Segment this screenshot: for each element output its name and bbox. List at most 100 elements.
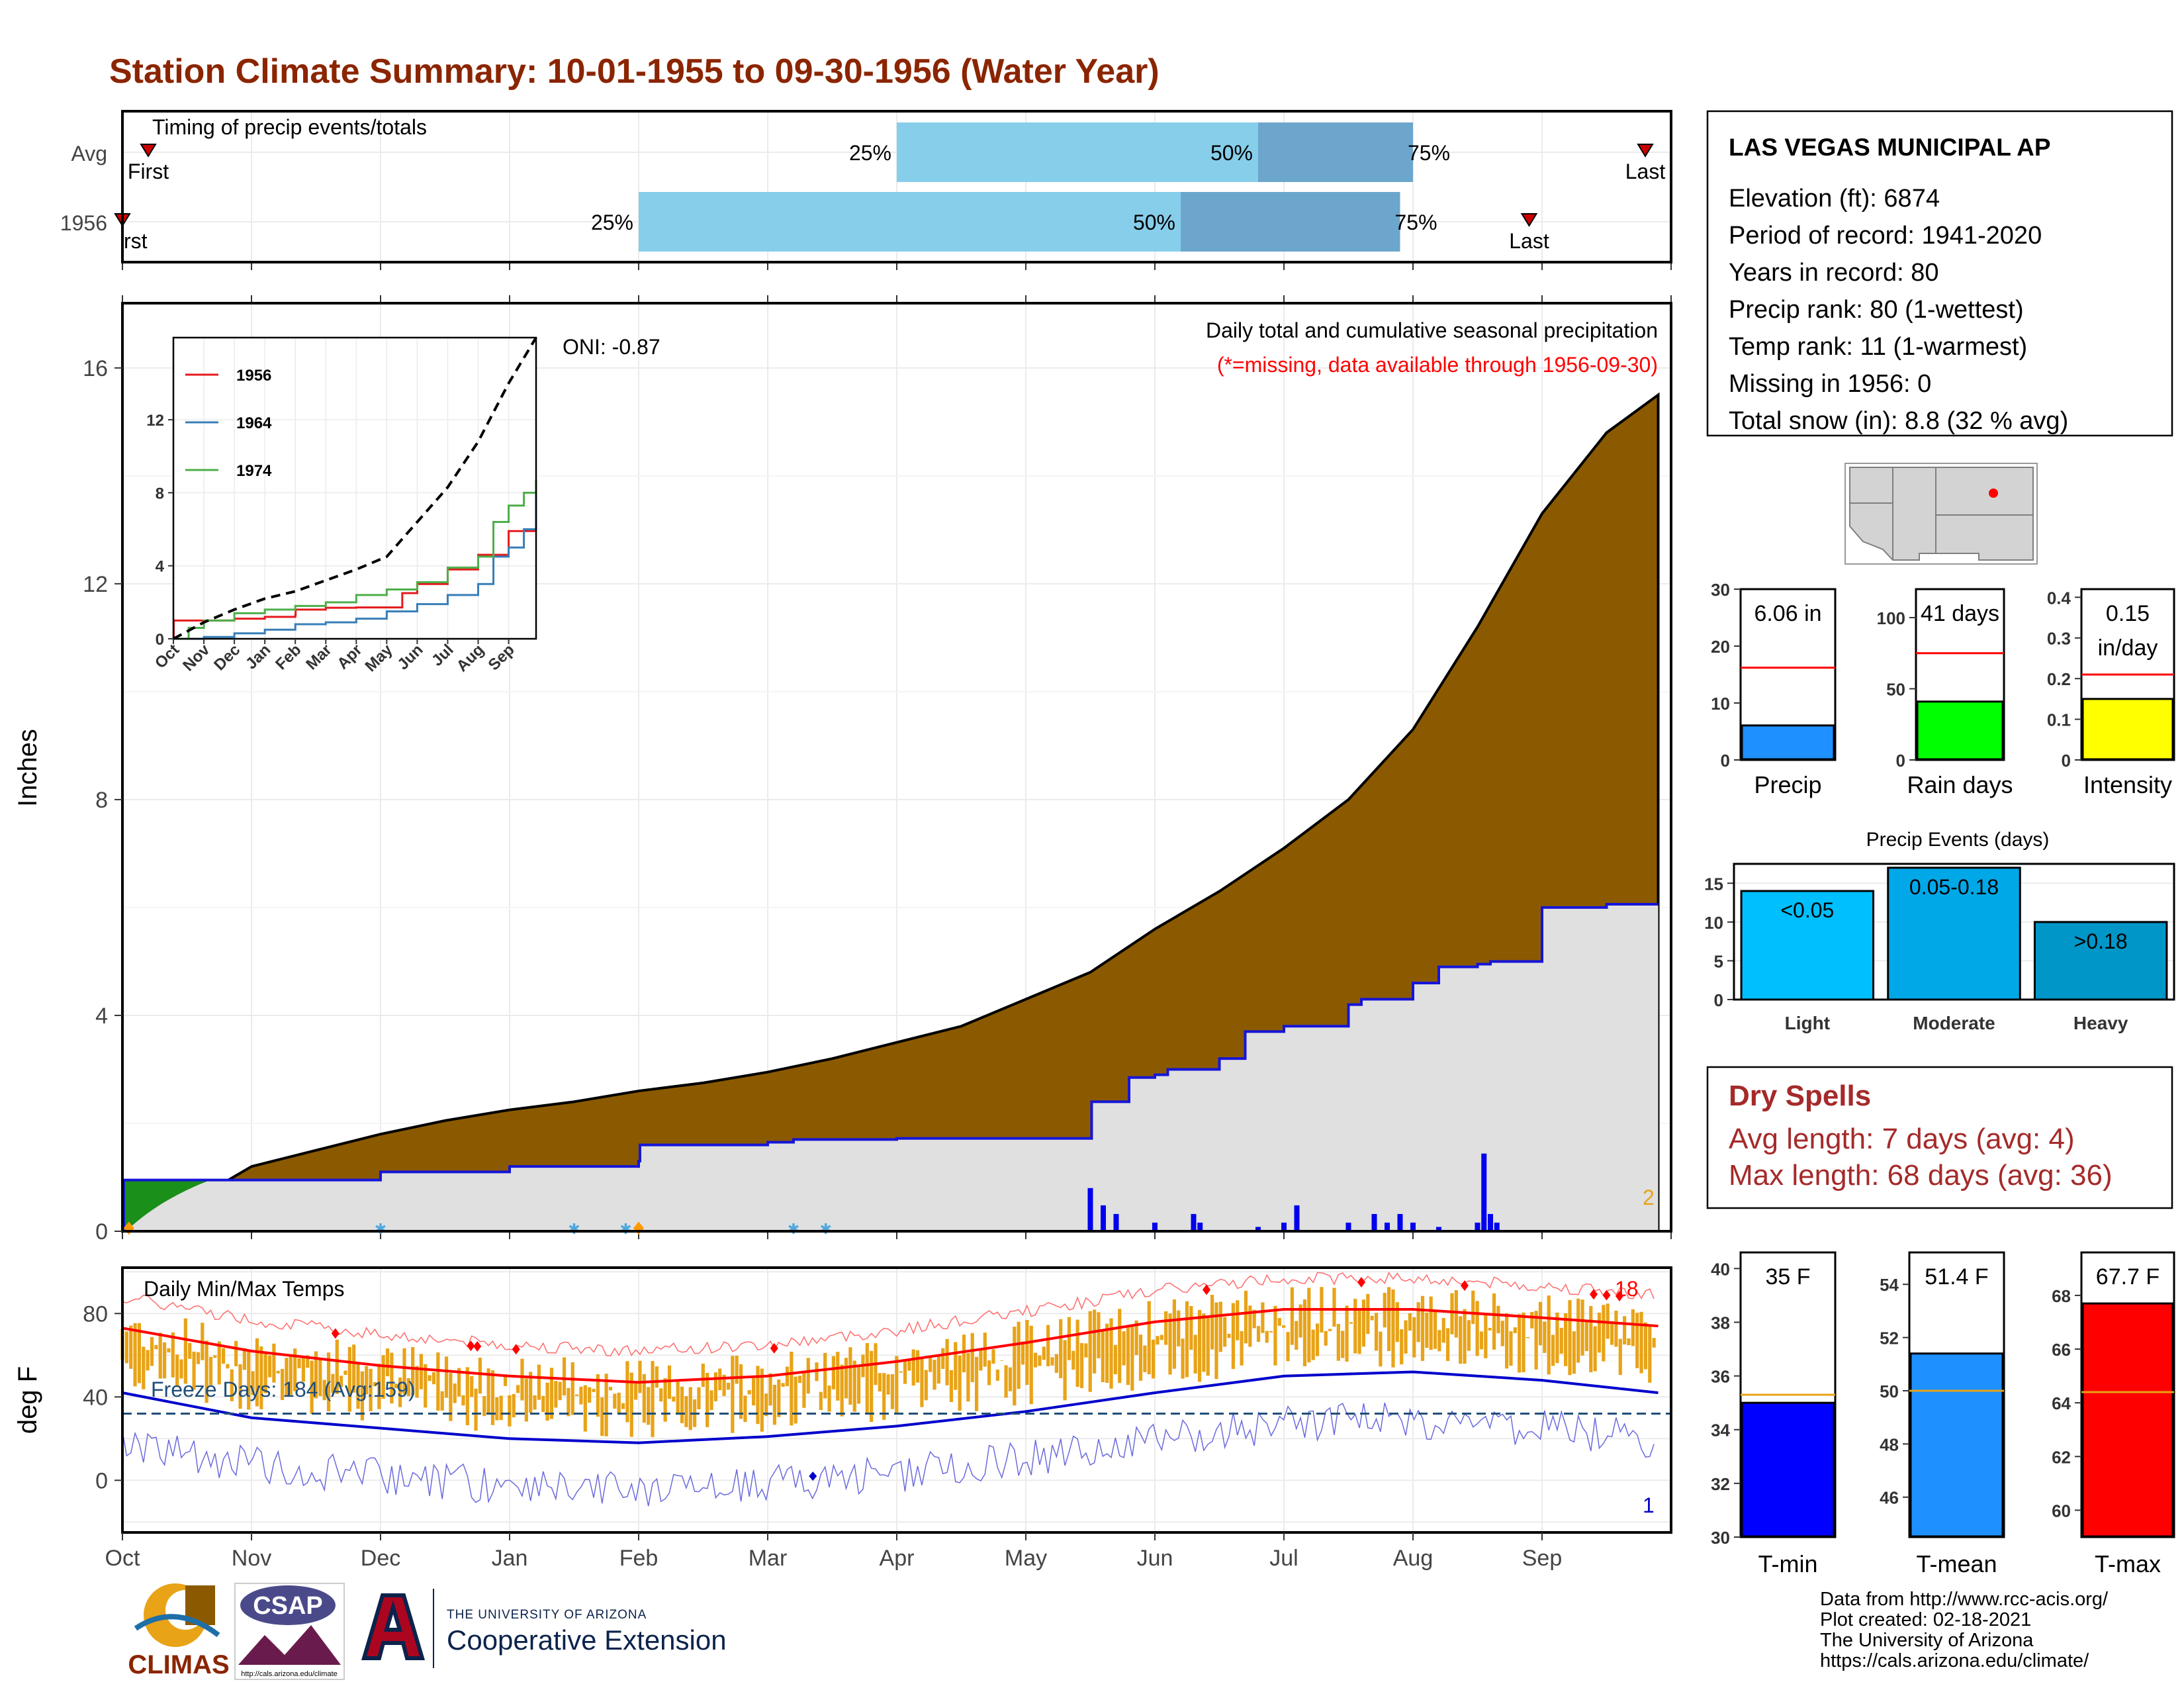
inset-series-average xyxy=(173,336,537,640)
daily-temp-bar xyxy=(1109,1318,1113,1389)
daily-temp-bar xyxy=(785,1366,790,1387)
daily-temp-bar xyxy=(1412,1317,1416,1358)
daily-precip-bar xyxy=(1385,1222,1390,1231)
daily-temp-bar xyxy=(432,1372,436,1385)
daily-temp-bar xyxy=(1530,1311,1534,1329)
daily-precip-bar xyxy=(1481,1153,1487,1231)
daily-temp-bar xyxy=(1038,1355,1042,1366)
daily-temp-bar xyxy=(907,1360,911,1371)
precip-ytick-label: 0 xyxy=(95,1219,108,1244)
footer-line: The University of Arizona xyxy=(1820,1630,2034,1651)
events-plot-border xyxy=(1733,863,2175,1001)
daily-temp-bar xyxy=(1509,1331,1513,1366)
daily-temp-bar xyxy=(1084,1343,1088,1358)
summary-ytick-label: 0 xyxy=(1896,751,1905,771)
temp-chart-title: Daily Min/Max Temps xyxy=(144,1277,344,1301)
page-title: Station Climate Summary: 10-01-1955 to 0… xyxy=(109,52,1160,91)
csap-logo-url: http://cals.arizona.edu/climate xyxy=(241,1670,338,1678)
daily-temp-bar xyxy=(1459,1316,1463,1364)
daily-temp-bar xyxy=(545,1382,549,1421)
daily-temp-bar xyxy=(272,1343,276,1383)
daily-temp-bar xyxy=(1547,1295,1551,1375)
ua-big-text: Cooperative Extension xyxy=(447,1624,727,1656)
daily-temp-bar xyxy=(537,1364,541,1400)
hot-days-count: 18 xyxy=(1615,1277,1639,1301)
precip-chart-title: Daily total and cumulative seasonal prec… xyxy=(1206,318,1658,342)
station-line: Temp rank: 11 (1-warmest) xyxy=(1729,333,2027,361)
record-high-marker xyxy=(1357,1277,1365,1288)
daily-temp-bar xyxy=(1441,1318,1445,1343)
daily-temp-bar xyxy=(1311,1329,1315,1360)
inset-series-1974 xyxy=(173,480,537,640)
year-cumulative-line xyxy=(122,903,1659,1233)
precip-total-chart: 0 10 20 30 6.06 in Precip xyxy=(1711,580,1837,798)
daily-temp-bar xyxy=(1361,1299,1366,1347)
daily-temp-bar xyxy=(1618,1338,1622,1375)
daily-temp-bar xyxy=(415,1366,419,1398)
summary-value-unit: in/day xyxy=(2098,635,2158,661)
precip-panel: ✱ ✱ ✱ ✱ ✱ 0 4 8 12 16 Inches Daily total and cum… xyxy=(13,295,1672,1244)
daily-temp-bar xyxy=(221,1348,226,1364)
daily-temp-bar xyxy=(949,1370,954,1402)
daily-temp-bar xyxy=(554,1381,558,1408)
record-high-marker xyxy=(512,1344,520,1355)
daily-temp-bar xyxy=(1387,1287,1391,1351)
snow-marker: ✱ xyxy=(619,1221,631,1237)
last-event-marker xyxy=(1637,144,1654,158)
daily-temp-bar xyxy=(865,1342,869,1415)
temp-ylabel: deg F xyxy=(13,1366,42,1434)
daily-temp-bar xyxy=(1400,1329,1404,1365)
daily-temp-bar xyxy=(726,1382,731,1390)
daily-temp-bar xyxy=(1437,1330,1441,1352)
daily-temp-bar xyxy=(1168,1313,1172,1375)
daily-temp-bar xyxy=(1092,1309,1097,1374)
daily-temp-bar xyxy=(1543,1321,1547,1353)
daily-precip-bar xyxy=(1371,1213,1377,1231)
daily-temp-bar xyxy=(802,1371,806,1408)
daily-temp-bar xyxy=(276,1370,280,1374)
daily-temp-bar xyxy=(192,1351,196,1390)
daily-temp-bar xyxy=(852,1360,856,1412)
daily-temp-bar xyxy=(676,1382,680,1414)
daily-temp-bar xyxy=(777,1379,781,1417)
daily-temp-bar xyxy=(836,1352,840,1401)
daily-temp-bar xyxy=(588,1387,592,1403)
daily-temp-bar xyxy=(1652,1338,1656,1348)
daily-temp-bar xyxy=(390,1352,394,1404)
daily-temp-bar xyxy=(890,1374,895,1409)
daily-temp-bar xyxy=(933,1360,936,1390)
daily-temp-bar xyxy=(310,1360,314,1414)
daily-temp-bar xyxy=(772,1384,777,1425)
month-label: Jul xyxy=(1269,1546,1298,1571)
summary-ytick-label: 0.1 xyxy=(2047,710,2071,730)
daily-temp-bar xyxy=(208,1356,213,1385)
daily-temp-bar xyxy=(343,1370,347,1376)
daily-temp-bar xyxy=(1332,1288,1336,1327)
daily-precip-bar xyxy=(1152,1222,1158,1231)
daily-temp-bar xyxy=(958,1355,962,1411)
daily-temp-bar xyxy=(263,1353,267,1393)
daily-temp-bar xyxy=(1223,1317,1227,1347)
daily-temp-bar xyxy=(1252,1309,1256,1329)
daily-temp-bar xyxy=(335,1339,339,1394)
daily-temp-bar xyxy=(1580,1299,1584,1356)
daily-temp-bar xyxy=(474,1388,478,1431)
climas-logo: CLIMAS xyxy=(128,1583,230,1679)
daily-temp-bar xyxy=(1156,1336,1160,1345)
daily-temp-bar xyxy=(1000,1360,1004,1362)
month-label: Dec xyxy=(361,1546,400,1571)
daily-temp-bar xyxy=(183,1318,187,1384)
daily-temp-bar xyxy=(790,1351,794,1426)
daily-temp-bar xyxy=(1067,1317,1071,1360)
summary-ytick-label: 30 xyxy=(1711,1528,1730,1548)
daily-temp-bar xyxy=(1391,1289,1395,1368)
daily-temp-bar xyxy=(365,1366,369,1395)
summary-axis-label: T-mean xyxy=(1916,1550,1997,1577)
daily-temp-bar xyxy=(440,1391,444,1411)
summary-axis-label: T-max xyxy=(2095,1550,2161,1577)
first-event-label: rst xyxy=(124,229,148,253)
daily-temp-bar xyxy=(701,1363,705,1387)
daily-temp-bar xyxy=(924,1370,928,1401)
daily-temp-bar xyxy=(886,1374,890,1395)
footer-credits: Data from http://www.rcc-acis.org/ Plot … xyxy=(1820,1589,2109,1671)
